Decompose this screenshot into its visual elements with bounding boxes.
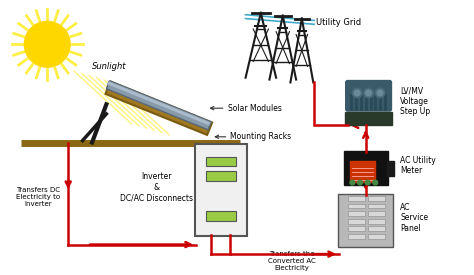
Circle shape <box>364 88 374 98</box>
FancyBboxPatch shape <box>368 226 385 231</box>
FancyBboxPatch shape <box>368 196 385 201</box>
FancyBboxPatch shape <box>347 226 365 231</box>
FancyBboxPatch shape <box>206 171 236 181</box>
Circle shape <box>375 88 385 98</box>
Circle shape <box>350 180 355 185</box>
Text: Utility Grid: Utility Grid <box>316 18 361 27</box>
Circle shape <box>373 180 378 185</box>
FancyBboxPatch shape <box>195 144 246 236</box>
Text: Inverter
&
DC/AC Disconnects: Inverter & DC/AC Disconnects <box>120 172 193 202</box>
FancyBboxPatch shape <box>368 204 385 208</box>
Circle shape <box>352 88 362 98</box>
FancyBboxPatch shape <box>206 211 236 221</box>
FancyBboxPatch shape <box>347 211 365 216</box>
FancyBboxPatch shape <box>387 161 394 176</box>
FancyBboxPatch shape <box>368 211 385 216</box>
FancyBboxPatch shape <box>350 161 375 182</box>
FancyBboxPatch shape <box>347 196 365 201</box>
FancyBboxPatch shape <box>347 219 365 224</box>
Text: AC
Service
Panel: AC Service Panel <box>400 203 428 233</box>
FancyBboxPatch shape <box>346 81 392 111</box>
Polygon shape <box>106 81 212 135</box>
FancyBboxPatch shape <box>345 112 392 125</box>
Text: AC Utility
Meter: AC Utility Meter <box>400 156 436 175</box>
Circle shape <box>24 21 70 67</box>
Text: LV/MV
Voltage
Step Up: LV/MV Voltage Step Up <box>400 87 430 116</box>
FancyBboxPatch shape <box>347 204 365 208</box>
FancyBboxPatch shape <box>344 151 388 185</box>
Text: Transfers the
Converted AC
Electricity: Transfers the Converted AC Electricity <box>268 251 316 271</box>
Text: Transfers DC
Electricity to
Inverter: Transfers DC Electricity to Inverter <box>16 187 60 207</box>
Circle shape <box>377 90 383 96</box>
Text: Sunlight: Sunlight <box>92 62 127 71</box>
Text: Mounting Racks: Mounting Racks <box>230 132 292 141</box>
Circle shape <box>366 90 372 96</box>
FancyBboxPatch shape <box>338 194 393 248</box>
Polygon shape <box>107 81 210 126</box>
Circle shape <box>354 90 360 96</box>
Circle shape <box>357 180 363 185</box>
Text: Solar Modules: Solar Modules <box>228 104 283 113</box>
FancyBboxPatch shape <box>347 234 365 239</box>
Polygon shape <box>106 81 211 130</box>
FancyBboxPatch shape <box>206 157 236 166</box>
FancyBboxPatch shape <box>368 219 385 224</box>
Circle shape <box>365 180 370 185</box>
FancyBboxPatch shape <box>368 234 385 239</box>
